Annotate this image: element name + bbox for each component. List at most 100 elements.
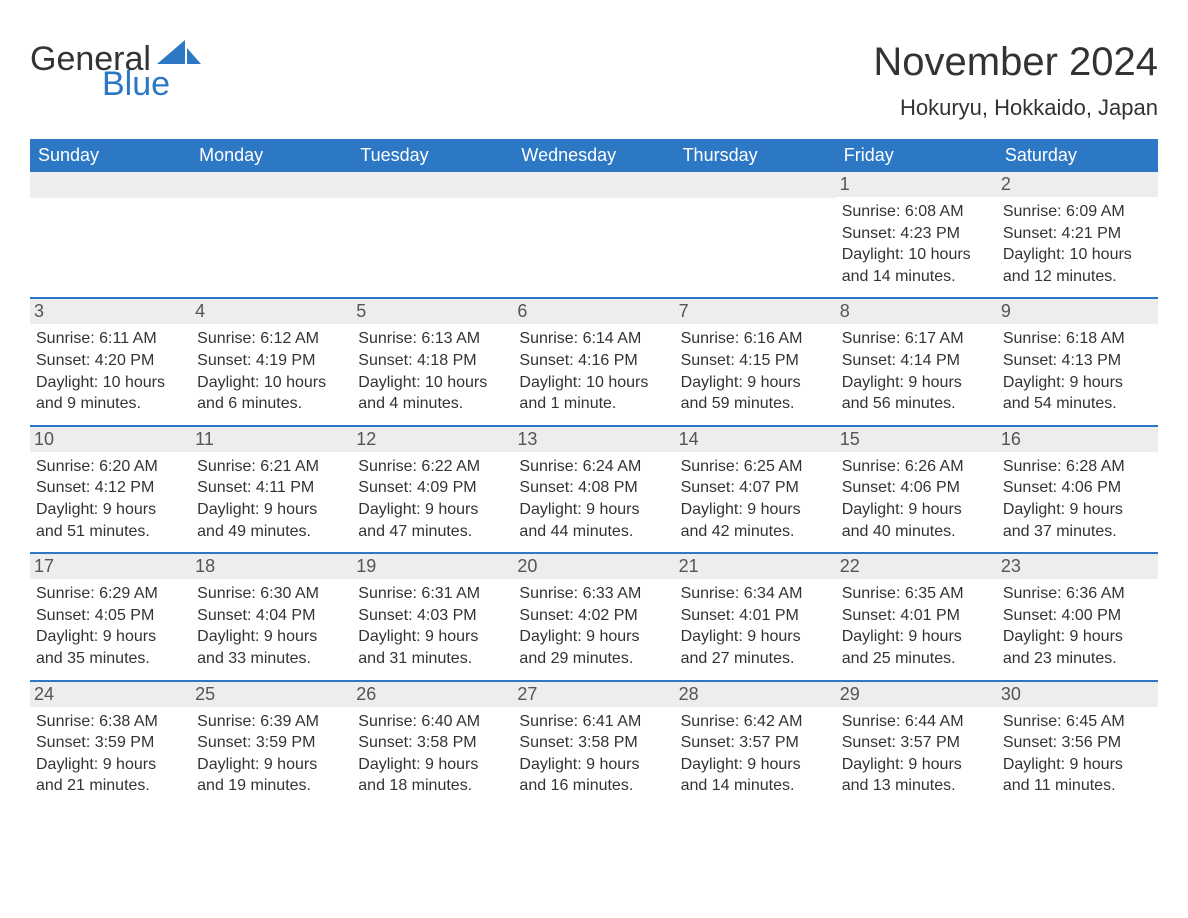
day-info: Sunrise: 6:34 AMSunset: 4:01 PMDaylight:… bbox=[681, 583, 830, 669]
daylight-text: Daylight: 10 hours and 6 minutes. bbox=[197, 372, 346, 415]
sunset-text: Sunset: 4:12 PM bbox=[36, 477, 185, 499]
day-cell: 8Sunrise: 6:17 AMSunset: 4:14 PMDaylight… bbox=[836, 299, 997, 424]
day-cell: 26Sunrise: 6:40 AMSunset: 3:58 PMDayligh… bbox=[352, 682, 513, 807]
sunset-text: Sunset: 4:02 PM bbox=[519, 605, 668, 627]
day-info: Sunrise: 6:21 AMSunset: 4:11 PMDaylight:… bbox=[197, 456, 346, 542]
sunset-text: Sunset: 4:01 PM bbox=[681, 605, 830, 627]
sunset-text: Sunset: 4:01 PM bbox=[842, 605, 991, 627]
day-cell: 3Sunrise: 6:11 AMSunset: 4:20 PMDaylight… bbox=[30, 299, 191, 424]
day-number bbox=[191, 172, 352, 198]
sunset-text: Sunset: 4:09 PM bbox=[358, 477, 507, 499]
day-number: 5 bbox=[352, 299, 513, 324]
daylight-text: Daylight: 10 hours and 12 minutes. bbox=[1003, 244, 1152, 287]
day-cell: 7Sunrise: 6:16 AMSunset: 4:15 PMDaylight… bbox=[675, 299, 836, 424]
daylight-text: Daylight: 9 hours and 42 minutes. bbox=[681, 499, 830, 542]
sunrise-text: Sunrise: 6:28 AM bbox=[1003, 456, 1152, 478]
day-number: 10 bbox=[30, 427, 191, 452]
daylight-text: Daylight: 10 hours and 1 minute. bbox=[519, 372, 668, 415]
day-number: 25 bbox=[191, 682, 352, 707]
day-number: 19 bbox=[352, 554, 513, 579]
day-number: 9 bbox=[997, 299, 1158, 324]
day-info: Sunrise: 6:20 AMSunset: 4:12 PMDaylight:… bbox=[36, 456, 185, 542]
day-number: 14 bbox=[675, 427, 836, 452]
day-info: Sunrise: 6:22 AMSunset: 4:09 PMDaylight:… bbox=[358, 456, 507, 542]
daylight-text: Daylight: 10 hours and 4 minutes. bbox=[358, 372, 507, 415]
daylight-text: Daylight: 10 hours and 9 minutes. bbox=[36, 372, 185, 415]
day-info: Sunrise: 6:45 AMSunset: 3:56 PMDaylight:… bbox=[1003, 711, 1152, 797]
day-header-row: SundayMondayTuesdayWednesdayThursdayFrid… bbox=[30, 139, 1158, 172]
day-cell: 15Sunrise: 6:26 AMSunset: 4:06 PMDayligh… bbox=[836, 427, 997, 552]
daylight-text: Daylight: 9 hours and 14 minutes. bbox=[681, 754, 830, 797]
sunrise-text: Sunrise: 6:36 AM bbox=[1003, 583, 1152, 605]
day-info: Sunrise: 6:33 AMSunset: 4:02 PMDaylight:… bbox=[519, 583, 668, 669]
day-cell: 5Sunrise: 6:13 AMSunset: 4:18 PMDaylight… bbox=[352, 299, 513, 424]
day-info: Sunrise: 6:35 AMSunset: 4:01 PMDaylight:… bbox=[842, 583, 991, 669]
day-number: 12 bbox=[352, 427, 513, 452]
day-number bbox=[352, 172, 513, 198]
daylight-text: Daylight: 9 hours and 19 minutes. bbox=[197, 754, 346, 797]
day-info: Sunrise: 6:28 AMSunset: 4:06 PMDaylight:… bbox=[1003, 456, 1152, 542]
sunrise-text: Sunrise: 6:33 AM bbox=[519, 583, 668, 605]
day-info: Sunrise: 6:16 AMSunset: 4:15 PMDaylight:… bbox=[681, 328, 830, 414]
day-number: 16 bbox=[997, 427, 1158, 452]
day-header: Saturday bbox=[997, 139, 1158, 172]
sunset-text: Sunset: 4:23 PM bbox=[842, 223, 991, 245]
day-cell bbox=[191, 172, 352, 297]
sunset-text: Sunset: 4:16 PM bbox=[519, 350, 668, 372]
day-info: Sunrise: 6:41 AMSunset: 3:58 PMDaylight:… bbox=[519, 711, 668, 797]
sunrise-text: Sunrise: 6:29 AM bbox=[36, 583, 185, 605]
sunrise-text: Sunrise: 6:14 AM bbox=[519, 328, 668, 350]
sunrise-text: Sunrise: 6:45 AM bbox=[1003, 711, 1152, 733]
sunset-text: Sunset: 3:59 PM bbox=[197, 732, 346, 754]
day-number: 3 bbox=[30, 299, 191, 324]
daylight-text: Daylight: 9 hours and 44 minutes. bbox=[519, 499, 668, 542]
calendar: SundayMondayTuesdayWednesdayThursdayFrid… bbox=[30, 139, 1158, 807]
day-cell: 25 Sunrise: 6:39 AMSunset: 3:59 PMDayligh… bbox=[191, 682, 352, 807]
day-cell bbox=[513, 172, 674, 297]
daylight-text: Daylight: 9 hours and 47 minutes. bbox=[358, 499, 507, 542]
sunset-text: Sunset: 4:06 PM bbox=[1003, 477, 1152, 499]
sunset-text: Sunset: 3:58 PM bbox=[358, 732, 507, 754]
day-cell: 24Sunrise: 6:38 AMSunset: 3:59 PMDayligh… bbox=[30, 682, 191, 807]
sunrise-text: Sunrise: 6:12 AM bbox=[197, 328, 346, 350]
sunrise-text: Sunrise: 6:17 AM bbox=[842, 328, 991, 350]
day-info: Sunrise: 6:30 AMSunset: 4:04 PMDaylight:… bbox=[197, 583, 346, 669]
day-cell bbox=[30, 172, 191, 297]
daylight-text: Daylight: 9 hours and 25 minutes. bbox=[842, 626, 991, 669]
day-cell bbox=[675, 172, 836, 297]
daylight-text: Daylight: 9 hours and 31 minutes. bbox=[358, 626, 507, 669]
day-info: Sunrise: 6:40 AMSunset: 3:58 PMDaylight:… bbox=[358, 711, 507, 797]
sunrise-text: Sunrise: 6:13 AM bbox=[358, 328, 507, 350]
day-number bbox=[675, 172, 836, 198]
day-number: 29 bbox=[836, 682, 997, 707]
sunset-text: Sunset: 4:06 PM bbox=[842, 477, 991, 499]
sunrise-text: Sunrise: 6:40 AM bbox=[358, 711, 507, 733]
sunset-text: Sunset: 3:57 PM bbox=[681, 732, 830, 754]
day-cell: 13Sunrise: 6:24 AMSunset: 4:08 PMDayligh… bbox=[513, 427, 674, 552]
daylight-text: Daylight: 9 hours and 54 minutes. bbox=[1003, 372, 1152, 415]
sunset-text: Sunset: 4:21 PM bbox=[1003, 223, 1152, 245]
daylight-text: Daylight: 9 hours and 56 minutes. bbox=[842, 372, 991, 415]
location: Hokuryu, Hokkaido, Japan bbox=[873, 95, 1158, 121]
daylight-text: Daylight: 9 hours and 33 minutes. bbox=[197, 626, 346, 669]
day-number: 8 bbox=[836, 299, 997, 324]
day-number: 6 bbox=[513, 299, 674, 324]
day-number bbox=[513, 172, 674, 198]
sunset-text: Sunset: 4:15 PM bbox=[681, 350, 830, 372]
day-number: 24 bbox=[30, 682, 191, 707]
day-number: 22 bbox=[836, 554, 997, 579]
sunrise-text: Sunrise: 6:09 AM bbox=[1003, 201, 1152, 223]
daylight-text: Daylight: 9 hours and 51 minutes. bbox=[36, 499, 185, 542]
logo: General Blue bbox=[30, 40, 201, 104]
day-cell: 22 Sunrise: 6:35 AMSunset: 4:01 PMDayligh… bbox=[836, 554, 997, 679]
sunrise-text: Sunrise: 6:35 AM bbox=[842, 583, 991, 605]
sunrise-text: Sunrise: 6:30 AM bbox=[197, 583, 346, 605]
day-info: Sunrise: 6:39 AMSunset: 3:59 PMDaylight:… bbox=[197, 711, 346, 797]
daylight-text: Daylight: 9 hours and 11 minutes. bbox=[1003, 754, 1152, 797]
day-number: 11 bbox=[191, 427, 352, 452]
daylight-text: Daylight: 9 hours and 21 minutes. bbox=[36, 754, 185, 797]
sunrise-text: Sunrise: 6:44 AM bbox=[842, 711, 991, 733]
sunset-text: Sunset: 4:19 PM bbox=[197, 350, 346, 372]
sunrise-text: Sunrise: 6:18 AM bbox=[1003, 328, 1152, 350]
daylight-text: Daylight: 9 hours and 18 minutes. bbox=[358, 754, 507, 797]
